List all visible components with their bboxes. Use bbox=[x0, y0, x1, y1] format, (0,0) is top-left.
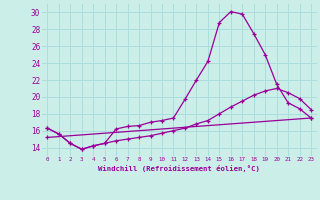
X-axis label: Windchill (Refroidissement éolien,°C): Windchill (Refroidissement éolien,°C) bbox=[98, 165, 260, 172]
